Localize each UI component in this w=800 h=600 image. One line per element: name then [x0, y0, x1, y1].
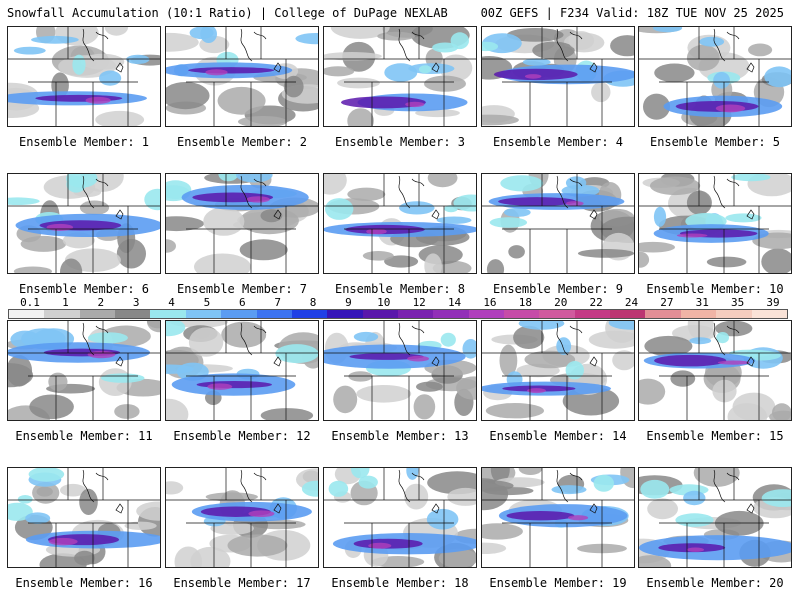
colorbar-tick-label: 5	[203, 296, 211, 309]
colorbar-segment	[115, 310, 151, 318]
ensemble-member-label: Ensemble Member: 14	[489, 429, 627, 443]
ensemble-member-label: Ensemble Member: 4	[492, 135, 624, 149]
colorbar-tick-label: 8	[309, 296, 317, 309]
ensemble-member-label: Ensemble Member: 16	[15, 576, 153, 590]
ensemble-map-panel	[323, 320, 477, 421]
colorbar-segment	[150, 310, 186, 318]
ensemble-map-panel	[323, 173, 477, 274]
colorbar-tick-label: 3	[132, 296, 140, 309]
colorbar-segment	[610, 310, 646, 318]
ensemble-member-label: Ensemble Member: 12	[173, 429, 311, 443]
ensemble-map-panel	[323, 467, 477, 568]
colorbar-tick-label: 31	[695, 296, 709, 309]
ensemble-member-label: Ensemble Member: 8	[334, 282, 466, 296]
map-title: Snowfall Accumulation (10:1 Ratio) | Col…	[7, 6, 448, 20]
colorbar-segment	[9, 310, 45, 318]
ensemble-member-label: Ensemble Member: 9	[492, 282, 624, 296]
colorbar-segment	[680, 310, 717, 318]
ensemble-member-label: Ensemble Member: 20	[646, 576, 784, 590]
colorbar-tick-label: 18	[518, 296, 532, 309]
ensemble-member-label: Ensemble Member: 11	[15, 429, 153, 443]
ensemble-map-panel	[481, 320, 635, 421]
ensemble-member-label: Ensemble Member: 1	[18, 135, 150, 149]
ensemble-map-panel	[638, 467, 792, 568]
colorbar-segment	[44, 310, 80, 318]
colorbar-segment	[397, 310, 434, 318]
colorbar-tick-label: 4	[168, 296, 175, 309]
ensemble-member-label: Ensemble Member: 13	[331, 429, 469, 443]
colorbar-tick-label: 12	[412, 296, 426, 309]
colorbar-segment	[433, 310, 469, 318]
ensemble-member-label: Ensemble Member: 18	[331, 576, 469, 590]
ensemble-member-label: Ensemble Member: 3	[334, 135, 466, 149]
ensemble-member-label: Ensemble Member: 5	[649, 135, 781, 149]
colorbar-segment	[468, 310, 505, 318]
colorbar-tick-label: 16	[483, 296, 497, 309]
colorbar-tick-label: 1	[62, 296, 69, 309]
ensemble-member-label: Ensemble Member: 10	[646, 282, 784, 296]
colorbar-segment	[751, 310, 787, 318]
colorbar-segment	[716, 310, 752, 318]
colorbar-tick-label: 7	[274, 296, 281, 309]
colorbar-tick-label: 10	[377, 296, 391, 309]
ensemble-map-panel	[638, 320, 792, 421]
ensemble-map-panel	[165, 320, 319, 421]
run-valid-time: 00Z GEFS | F234 Valid: 18Z TUE NOV 25 20…	[480, 6, 784, 20]
colorbar-segment	[539, 310, 575, 318]
colorbar-segment	[504, 310, 540, 318]
colorbar-tick-label: 9	[345, 296, 352, 309]
ensemble-map-panel	[638, 26, 792, 127]
colorbar-segment	[291, 310, 328, 318]
ensemble-map-panel	[7, 173, 161, 274]
colorbar-tick-label: 39	[766, 296, 780, 309]
snowfall-colorbar	[8, 309, 788, 319]
ensemble-member-label: Ensemble Member: 17	[173, 576, 311, 590]
colorbar-segment	[362, 310, 398, 318]
colorbar-segment	[327, 310, 363, 318]
ensemble-member-label: Ensemble Member: 7	[176, 282, 308, 296]
ensemble-map-panel	[165, 467, 319, 568]
ensemble-member-label: Ensemble Member: 15	[646, 429, 784, 443]
colorbar-tick-label: 20	[554, 296, 568, 309]
colorbar-tick-label: 2	[97, 296, 105, 309]
ensemble-map-panel	[165, 173, 319, 274]
ensemble-map-panel	[481, 173, 635, 274]
colorbar-tick-label: 14	[447, 296, 462, 309]
colorbar-tick-label: 27	[660, 296, 674, 309]
colorbar-tick-label: 24	[624, 296, 639, 309]
colorbar-segment	[221, 310, 257, 318]
colorbar-tick-label: 22	[589, 296, 603, 309]
ensemble-map-panel	[7, 320, 161, 421]
colorbar-tick-label: 0.1	[20, 296, 40, 309]
colorbar-segment	[79, 310, 116, 318]
ensemble-map-panel	[165, 26, 319, 127]
colorbar-segment	[185, 310, 222, 318]
colorbar-tick-label: 6	[238, 296, 246, 309]
colorbar-segment	[574, 310, 611, 318]
colorbar-tick-label: 35	[730, 296, 745, 309]
ensemble-map-panel	[323, 26, 477, 127]
ensemble-map-panel	[481, 26, 635, 127]
colorbar-segment	[256, 310, 292, 318]
ensemble-member-label: Ensemble Member: 19	[489, 576, 627, 590]
ensemble-map-panel	[7, 26, 161, 127]
ensemble-member-label: Ensemble Member: 6	[18, 282, 150, 296]
ensemble-member-label: Ensemble Member: 2	[176, 135, 308, 149]
ensemble-map-panel	[7, 467, 161, 568]
colorbar-segment	[645, 310, 681, 318]
ensemble-map-panel	[481, 467, 635, 568]
ensemble-map-panel	[638, 173, 792, 274]
